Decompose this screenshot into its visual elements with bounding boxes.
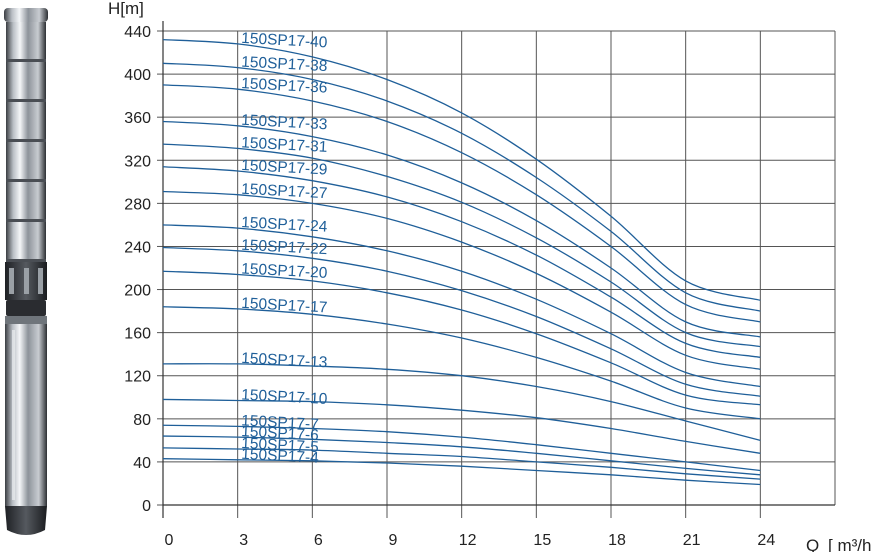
- curve-150sp17-7: [162, 424, 761, 472]
- y-tick-label: 160: [124, 326, 151, 343]
- curve-label: 150SP17-20: [241, 260, 328, 282]
- curve-150sp17-27: [162, 190, 761, 370]
- curve-150sp17-10: [162, 398, 761, 454]
- curve-label: 150SP17-27: [241, 181, 328, 202]
- chart-grid: [163, 30, 836, 505]
- curve-150sp17-33: [162, 120, 761, 338]
- x-tick-label: 12: [459, 532, 477, 549]
- x-tick-label: 9: [389, 532, 398, 549]
- curve-150sp17-17: [162, 306, 761, 420]
- curve-150sp17-13: [162, 363, 761, 442]
- curve-150sp17-20: [162, 270, 761, 406]
- y-tick-label: 280: [124, 196, 151, 213]
- pump-stage: [6, 102, 46, 140]
- curve-150sp17-40: [162, 38, 761, 301]
- pump-stage-joint: [6, 59, 46, 62]
- x-tick-label: 6: [314, 532, 323, 549]
- pump-stage-joint: [6, 179, 46, 182]
- curve-label: 150SP17-38: [241, 54, 328, 75]
- curve-150sp17-6: [162, 435, 761, 476]
- y-tick-label: 360: [124, 110, 151, 127]
- x-tick-label: 18: [608, 532, 626, 549]
- x-tick-label: 0: [165, 532, 174, 549]
- submersible-pump-image: [4, 8, 48, 535]
- pump-stage-joint: [6, 219, 46, 222]
- chart-axes: 0 40 80 120 160 200 240 280 320 360 400 440 0 3 6 9 12 15…: [124, 21, 835, 549]
- curve-label: 150SP17-36: [241, 75, 328, 96]
- x-tick-label: 24: [757, 532, 775, 549]
- pump-stage: [6, 62, 46, 100]
- curve-label: 150SP17-10: [241, 387, 328, 409]
- curve-label: 150SP17-6: [241, 423, 319, 444]
- curve-label: 150SP17-7: [241, 412, 319, 433]
- curve-label: 150SP17-17: [241, 295, 328, 316]
- curve-150sp17-5: [162, 447, 761, 480]
- curve-150sp17-24: [162, 224, 761, 388]
- curve-150sp17-31: [162, 143, 761, 348]
- curve-label: 150SP17-29: [241, 157, 328, 178]
- curve-150sp17-22: [162, 246, 761, 397]
- y-tick-label: 80: [133, 412, 151, 429]
- y-tick-label: 120: [124, 369, 151, 386]
- x-axis-label-bracket-open: [: [828, 536, 833, 552]
- curve-150sp17-4: [162, 458, 761, 486]
- curve-label: 150SP17-22: [241, 237, 328, 258]
- pump-stage: [6, 222, 46, 260]
- y-tick-label: 320: [124, 153, 151, 170]
- x-tick-label: 21: [683, 532, 701, 549]
- y-tick-label: 240: [124, 239, 151, 256]
- curve-label: 150SP17-5: [241, 435, 319, 456]
- pump-stage-joint: [6, 99, 46, 102]
- curve-label: 150SP17-31: [241, 134, 328, 155]
- pump-stage-joint: [6, 259, 46, 262]
- x-tick-label: 15: [533, 532, 551, 549]
- pump-stage-joint: [6, 139, 46, 142]
- x-tick-label: 3: [239, 532, 248, 549]
- y-tick-label: 200: [124, 283, 151, 300]
- x-axis-label: Q [ m³/h ]: [806, 536, 876, 552]
- curve-label: 150SP17-4: [241, 446, 320, 467]
- curve-label: 150SP17-13: [241, 350, 328, 371]
- curve-label: 150SP17-40: [241, 30, 328, 52]
- y-tick-label: 40: [133, 455, 151, 472]
- pump-stage: [6, 182, 46, 220]
- performance-curves: [162, 38, 761, 486]
- curve-150sp17-29: [162, 166, 761, 359]
- curve-label: 150SP17-24: [241, 214, 328, 236]
- y-tick-label: 400: [124, 67, 151, 84]
- y-tick-label: 0: [142, 498, 151, 515]
- y-axis-label: H[m]: [108, 0, 144, 18]
- pump-stage: [6, 22, 46, 60]
- y-tick-label: 440: [124, 24, 151, 41]
- x-axis-label-unit: m³/h: [837, 536, 871, 552]
- curve-150sp17-36: [162, 84, 761, 323]
- curve-150sp17-38: [162, 62, 761, 312]
- pump-stage: [6, 142, 46, 180]
- curve-label: 150SP17-33: [241, 112, 328, 133]
- x-axis-label-prefix: Q: [806, 536, 819, 552]
